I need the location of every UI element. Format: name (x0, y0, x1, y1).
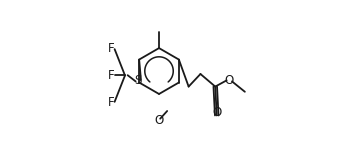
Text: O: O (225, 74, 234, 87)
Text: F: F (108, 69, 115, 82)
Text: O: O (212, 106, 221, 119)
Text: O: O (154, 114, 164, 127)
Text: S: S (135, 74, 142, 87)
Text: F: F (108, 96, 115, 109)
Text: F: F (108, 42, 115, 55)
